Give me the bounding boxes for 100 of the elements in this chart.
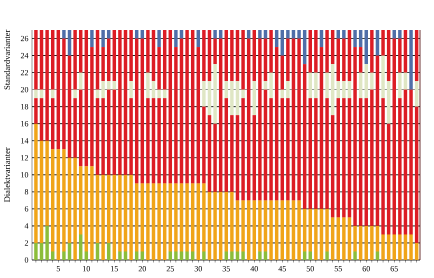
bar	[202, 183, 206, 252]
bar	[342, 38, 346, 82]
bar	[112, 81, 116, 90]
bar	[386, 30, 390, 82]
bar	[325, 98, 329, 209]
bar	[314, 30, 318, 73]
bar	[190, 183, 194, 252]
text: Standardvarianter	[4, 30, 10, 90]
bar	[286, 98, 290, 200]
bar	[404, 90, 408, 234]
bar	[78, 72, 82, 90]
bar	[140, 183, 144, 252]
bar	[224, 251, 228, 260]
bar	[73, 158, 77, 260]
bar	[308, 251, 312, 260]
bar	[353, 30, 357, 48]
bar	[90, 30, 94, 48]
bar	[353, 251, 357, 260]
bar	[146, 72, 150, 98]
bar	[241, 30, 245, 90]
bar	[224, 98, 228, 192]
bar	[157, 183, 161, 260]
bar	[364, 98, 368, 226]
bar	[34, 30, 38, 90]
bar	[398, 98, 402, 234]
bar	[370, 226, 374, 260]
bar	[252, 81, 256, 116]
bar	[68, 158, 72, 243]
bar	[213, 124, 217, 192]
bar	[50, 98, 54, 150]
bar	[398, 234, 402, 260]
bar	[358, 72, 362, 98]
bar	[336, 38, 340, 82]
bar	[106, 30, 110, 39]
bar	[50, 251, 54, 260]
bar	[230, 30, 234, 82]
bar	[134, 183, 138, 252]
bar	[330, 30, 334, 64]
bar	[302, 30, 306, 64]
bar	[252, 115, 256, 200]
bar	[414, 81, 418, 107]
bar	[348, 217, 352, 260]
bar	[146, 30, 150, 73]
bar	[269, 72, 273, 98]
bar	[404, 72, 408, 90]
bar	[157, 90, 161, 98]
bar	[218, 30, 222, 39]
bar	[112, 174, 116, 260]
bar	[358, 47, 362, 73]
bar	[101, 30, 105, 48]
bar	[376, 30, 380, 56]
bar	[392, 234, 396, 260]
bar	[112, 90, 116, 175]
bar	[230, 192, 234, 252]
bar	[404, 30, 408, 73]
bar	[45, 140, 49, 226]
bar	[40, 90, 44, 98]
bar	[308, 208, 312, 252]
bar	[292, 200, 296, 260]
bar	[78, 166, 82, 234]
bar	[302, 251, 306, 260]
bar	[236, 81, 240, 116]
bar	[162, 90, 166, 98]
bar	[129, 98, 133, 175]
bar	[62, 149, 66, 252]
bar	[185, 183, 189, 252]
bar	[213, 192, 217, 260]
bar	[112, 30, 116, 82]
bar	[398, 30, 402, 39]
bar	[280, 30, 284, 56]
bar	[196, 183, 200, 260]
bar	[269, 30, 273, 73]
bar	[174, 30, 178, 48]
bar	[230, 115, 234, 192]
bar	[202, 106, 206, 184]
bar	[129, 30, 133, 82]
bar	[236, 251, 240, 260]
bar	[106, 81, 110, 90]
bar	[348, 30, 352, 82]
bar	[370, 72, 374, 90]
bar	[45, 226, 49, 260]
bar	[381, 30, 385, 56]
bar	[224, 30, 228, 82]
bar	[134, 30, 138, 39]
bar	[68, 30, 72, 56]
bar	[134, 251, 138, 260]
bar	[101, 98, 105, 175]
bar	[73, 98, 77, 158]
bar	[269, 200, 273, 260]
bar	[358, 30, 362, 48]
bar	[258, 30, 262, 39]
bar	[370, 30, 374, 73]
bar	[342, 81, 346, 98]
bar	[241, 200, 245, 252]
bar	[364, 30, 368, 64]
bar	[213, 30, 217, 39]
bar	[50, 149, 54, 252]
bar	[202, 251, 206, 260]
bar	[264, 200, 268, 252]
bar	[202, 30, 206, 82]
